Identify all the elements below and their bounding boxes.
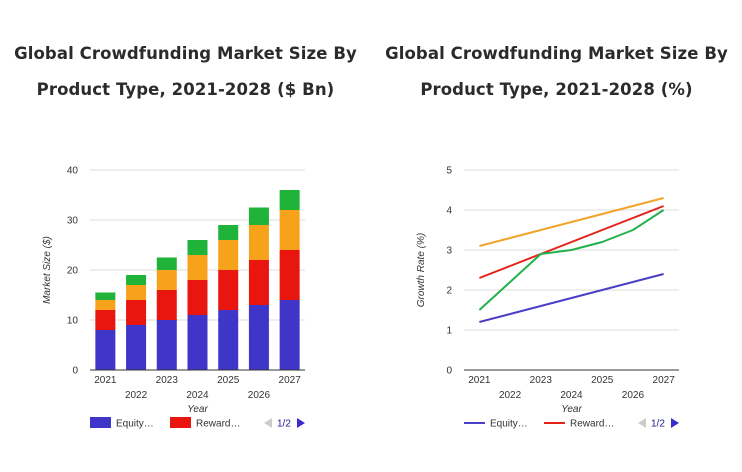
bar-segment[interactable]: [218, 240, 239, 270]
bar-segment[interactable]: [248, 260, 269, 305]
bar-chart-y-tick-label: 20: [67, 266, 79, 277]
line-chart-legend-next-arrow-icon[interactable]: [671, 418, 679, 428]
bar-segment[interactable]: [248, 207, 269, 226]
line-series[interactable]: [479, 273, 664, 323]
bar-segment[interactable]: [95, 310, 116, 330]
bar-chart-x-tick-label: 2025: [217, 375, 240, 386]
bar-chart-x-axis-title: Year: [187, 404, 208, 415]
bar-segment[interactable]: [218, 270, 239, 310]
left-chart-title-line2: Product Type, 2021-2028 ($ Bn): [36, 80, 335, 99]
left-chart-title-line1: Global Crowdfunding Market Size By: [14, 44, 357, 63]
bar-chart-legend-prev-arrow-icon[interactable]: [264, 418, 272, 428]
bar-chart-x-tick-label: 2024: [186, 390, 209, 401]
line-chart-legend-entry[interactable]: Equity…: [490, 419, 528, 430]
bar-chart-legend-entry[interactable]: Reward…: [196, 419, 240, 430]
right-chart-title-line2: Product Type, 2021-2028 (%): [420, 80, 693, 99]
bar-segment[interactable]: [95, 300, 116, 310]
bar-chart-legend-page-indicator: 1/2: [277, 419, 291, 430]
bar-segment[interactable]: [218, 310, 239, 370]
bar-segment[interactable]: [156, 290, 177, 320]
bar-segment[interactable]: [218, 225, 239, 240]
bar-chart-legend-swatch: [90, 417, 111, 428]
line-chart: 0 1 2 3 4 5 Growth Rate (%) Year 2021 2022 2023 202…: [416, 166, 679, 430]
line-series[interactable]: [479, 205, 664, 279]
line-chart-y-tick-label: 1: [446, 326, 452, 337]
line-chart-y-tick-label: 5: [446, 166, 452, 177]
line-chart-x-tick-label: 2027: [653, 375, 676, 386]
bar-segment[interactable]: [248, 225, 269, 260]
bar-chart-y-tick-label: 10: [67, 316, 79, 327]
bar-segment[interactable]: [187, 280, 208, 315]
line-series[interactable]: [479, 197, 664, 247]
line-chart-legend-page-indicator: 1/2: [651, 419, 665, 430]
bar-chart-y-tick-label: 0: [72, 366, 78, 377]
market-size-chart-panel: Global Crowdfunding Market Size By Produ…: [14, 44, 357, 430]
growth-rate-chart-panel: Global Crowdfunding Market Size By Produ…: [371, 0, 742, 472]
bar-segment[interactable]: [126, 300, 147, 325]
bar-segment[interactable]: [279, 210, 300, 250]
bar-segment[interactable]: [126, 285, 147, 300]
bar-chart-y-tick-label: 30: [67, 216, 79, 227]
line-chart-y-tick-label: 0: [446, 366, 452, 377]
bar-segment[interactable]: [279, 190, 300, 210]
bar-chart-x-tick-label: 2021: [94, 375, 117, 386]
line-chart-legend-prev-arrow-icon[interactable]: [638, 418, 646, 428]
bar-segment[interactable]: [187, 255, 208, 280]
bar-segment[interactable]: [279, 250, 300, 300]
bar-chart-legend-entry[interactable]: Equity…: [116, 419, 154, 430]
bar-segment[interactable]: [156, 320, 177, 370]
bar-chart-x-tick-label: 2022: [125, 390, 148, 401]
line-series[interactable]: [478, 209, 665, 311]
line-chart-x-tick-label: 2021: [468, 375, 491, 386]
stacked-bar-chart: 0 10 20 30 40 Market Size ($) Year 2021 2022 2023…: [42, 166, 305, 430]
line-chart-x-axis-title: Year: [561, 404, 582, 415]
bar-segment[interactable]: [156, 270, 177, 290]
line-chart-y-tick-label: 3: [446, 246, 452, 257]
bar-segment[interactable]: [279, 300, 300, 370]
bar-segment[interactable]: [126, 275, 147, 285]
bar-chart-y-tick-label: 40: [67, 166, 79, 177]
bar-chart-x-tick-label: 2027: [279, 375, 302, 386]
bar-segment[interactable]: [95, 292, 116, 301]
line-chart-y-tick-label: 4: [446, 206, 452, 217]
line-chart-y-tick-label: 2: [446, 286, 452, 297]
bar-segment[interactable]: [126, 325, 147, 370]
bar-segment[interactable]: [248, 305, 269, 370]
bar-segment[interactable]: [95, 330, 116, 370]
line-chart-x-tick-label: 2025: [591, 375, 614, 386]
bar-chart-legend-next-arrow-icon[interactable]: [297, 418, 305, 428]
bar-chart-x-tick-label: 2023: [156, 375, 179, 386]
line-chart-x-tick-label: 2023: [530, 375, 553, 386]
line-chart-y-axis-title: Growth Rate (%): [416, 233, 427, 307]
bar-chart-legend-swatch: [170, 417, 191, 428]
bar-chart-y-axis-title: Market Size ($): [42, 236, 53, 304]
line-chart-x-tick-label: 2022: [499, 390, 522, 401]
bar-segment[interactable]: [156, 257, 177, 271]
line-chart-legend-entry[interactable]: Reward…: [570, 419, 614, 430]
line-chart-x-tick-label: 2024: [560, 390, 583, 401]
bar-segment[interactable]: [187, 315, 208, 370]
bar-chart-x-tick-label: 2026: [248, 390, 271, 401]
right-chart-title-line1: Global Crowdfunding Market Size By: [385, 44, 728, 63]
bar-segment[interactable]: [187, 240, 208, 255]
line-chart-x-tick-label: 2026: [622, 390, 645, 401]
